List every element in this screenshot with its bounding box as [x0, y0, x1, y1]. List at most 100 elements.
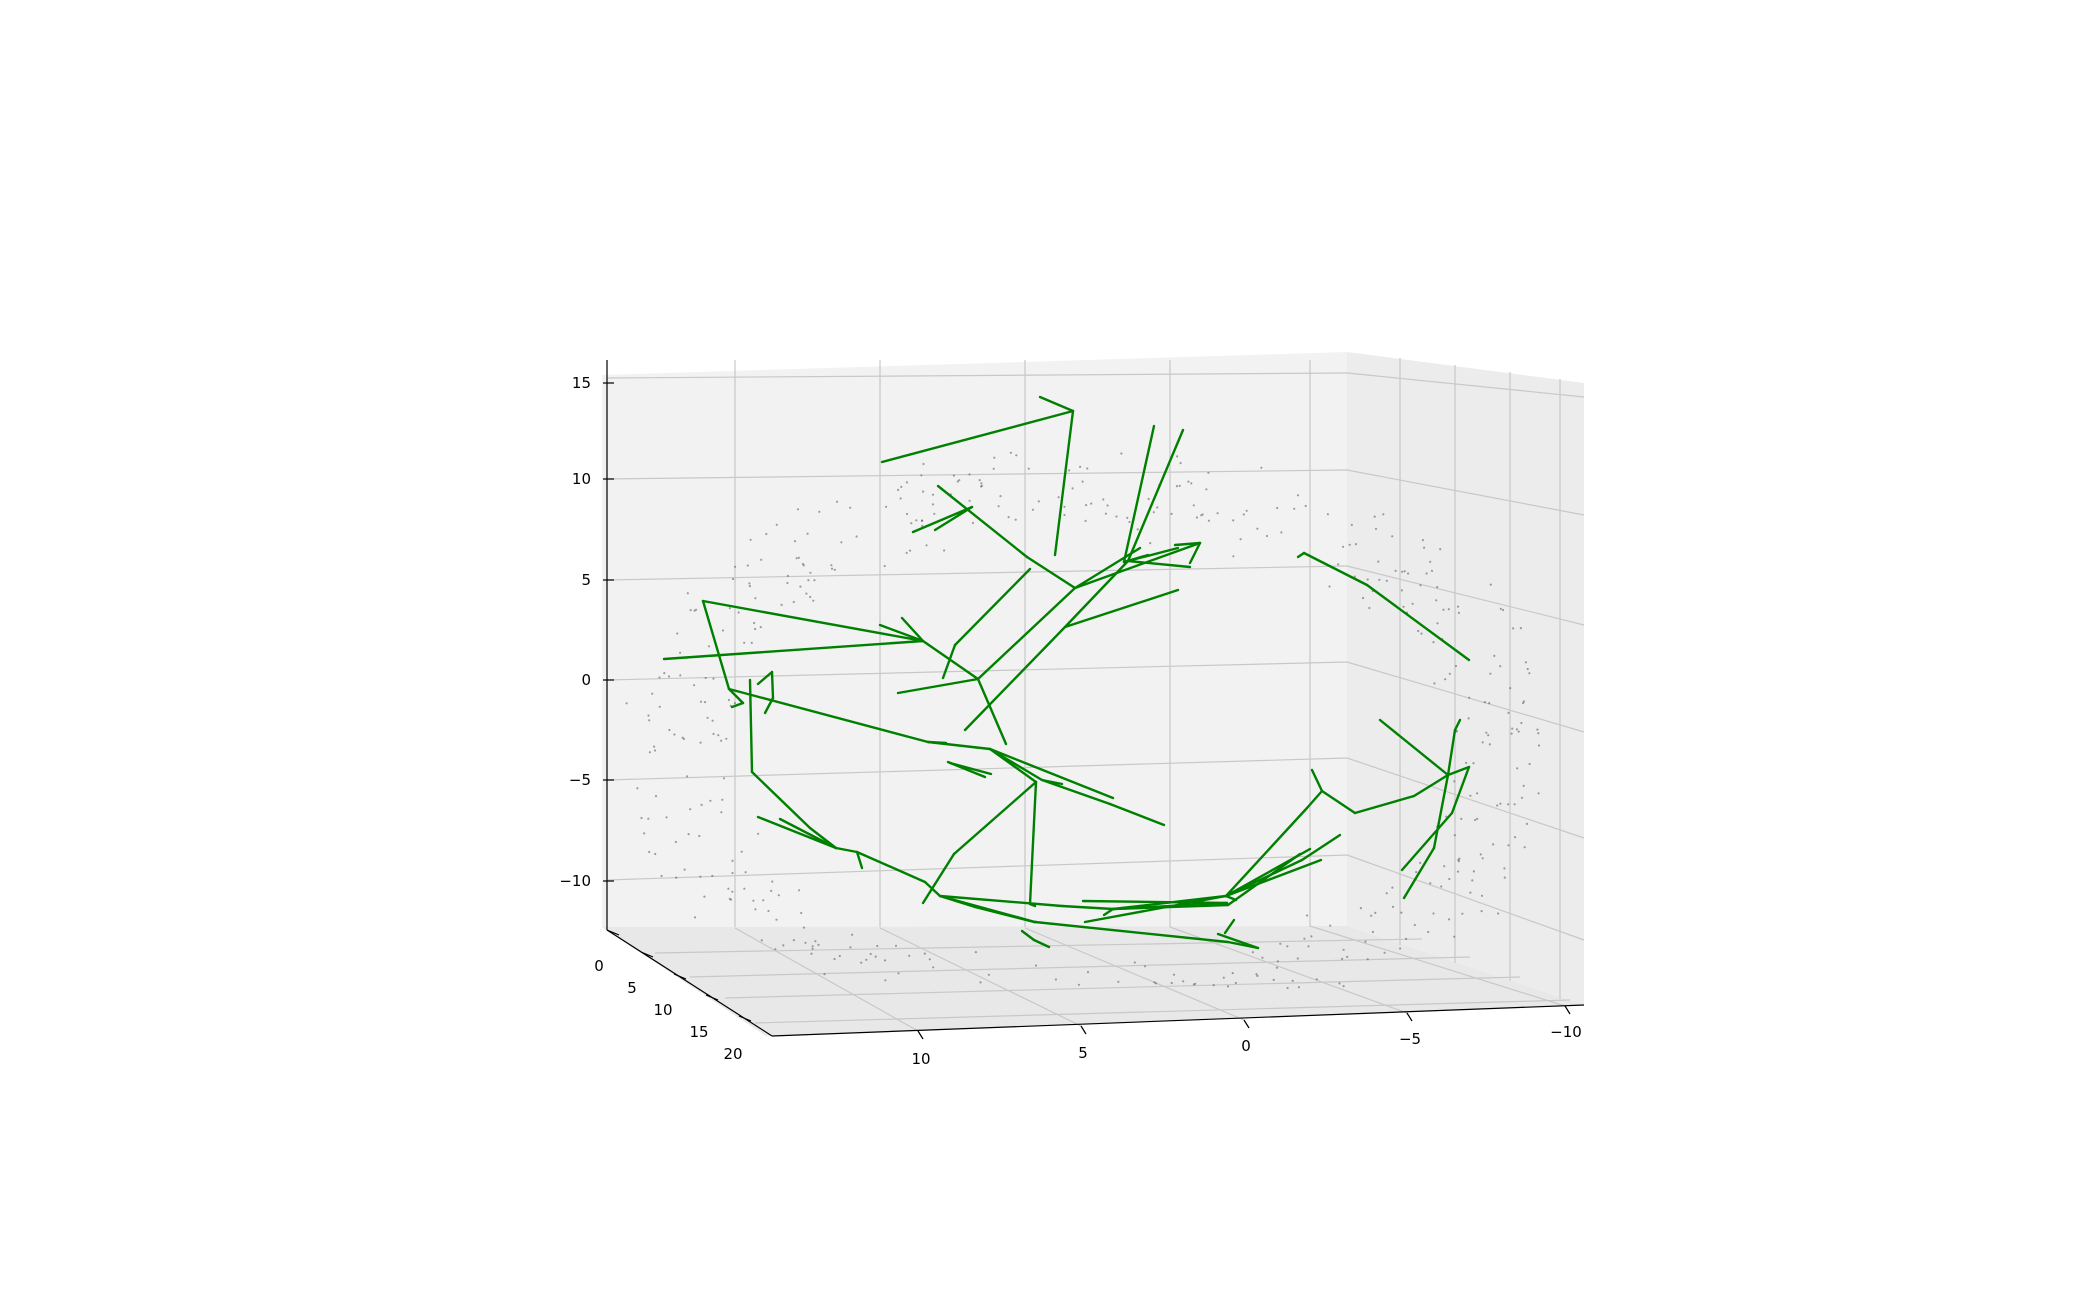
floor-pane	[602, 926, 1584, 1036]
scatter-point	[793, 540, 797, 543]
scatter-point	[830, 564, 833, 567]
scatter-point	[1373, 515, 1376, 518]
scatter-point	[1448, 918, 1451, 921]
scatter-point	[1469, 794, 1472, 797]
scatter-point	[740, 850, 743, 853]
scatter-point	[654, 852, 657, 856]
y-tick-label: 5	[627, 979, 637, 997]
scatter-point	[823, 973, 826, 976]
scatter-point	[956, 480, 959, 483]
scatter-point	[933, 512, 936, 515]
scatter-point	[698, 834, 701, 838]
scatter-point	[1523, 846, 1526, 849]
scatter-point	[1509, 687, 1512, 690]
scatter-point	[1359, 907, 1362, 910]
scatter-point	[883, 564, 886, 568]
scatter-point	[757, 832, 760, 835]
tree-segment	[988, 747, 1038, 784]
scatter-point	[1261, 956, 1264, 959]
scatter-point	[1328, 585, 1331, 588]
scatter-point	[1444, 678, 1447, 681]
scatter-point	[802, 926, 806, 929]
scatter-point	[777, 894, 780, 897]
scatter-point	[1232, 519, 1235, 522]
scatter-point	[648, 850, 651, 854]
scatter-point	[1212, 984, 1215, 987]
scatter-point	[1346, 955, 1349, 959]
tree-segment	[727, 687, 745, 705]
tree-segment	[1025, 555, 1077, 590]
scatter-point	[1031, 508, 1034, 511]
scatter-point	[795, 557, 798, 560]
tree-segment	[1300, 833, 1342, 862]
scatter-point	[1239, 538, 1242, 541]
scatter-point	[1520, 796, 1524, 799]
scatter-point	[748, 585, 752, 588]
scatter-point	[1364, 940, 1367, 943]
scatter-point	[1487, 734, 1490, 737]
scatter-point	[770, 889, 773, 893]
scatter-point	[1106, 504, 1109, 507]
y-tick-mark	[673, 973, 687, 980]
tree-segment	[878, 623, 925, 643]
scatter-point	[1034, 964, 1038, 967]
scatter-point	[729, 898, 733, 901]
scatter-point	[1310, 935, 1313, 938]
tree-segment	[1353, 794, 1416, 815]
scatter-point	[931, 493, 935, 496]
scatter-point	[838, 954, 841, 958]
scatter-point	[1445, 815, 1448, 818]
x-tick-mark	[1243, 1019, 1250, 1029]
scatter-point	[703, 895, 706, 898]
scatter-point	[1522, 701, 1525, 705]
scatter-point	[1242, 513, 1245, 516]
scatter-point	[1037, 500, 1040, 503]
scatter-point	[1468, 696, 1471, 699]
scatter-point	[1429, 560, 1432, 563]
scatter-point	[792, 939, 796, 942]
scatter-point	[1156, 506, 1159, 509]
scatter-point	[658, 705, 661, 708]
scatter-point	[849, 506, 852, 509]
tree-segment	[1302, 551, 1369, 587]
tree-segment	[1053, 409, 1075, 557]
scatter-point	[1117, 980, 1120, 983]
scatter-point	[1149, 542, 1152, 545]
scatter-point	[1405, 937, 1408, 941]
scatter-point	[1102, 498, 1105, 501]
scatter-point	[1007, 516, 1010, 519]
scatter-point	[744, 871, 747, 874]
scatter-point	[1280, 531, 1283, 534]
scatter-point	[906, 512, 909, 516]
x-tick-mark	[1080, 1025, 1087, 1035]
scatter-point	[1286, 986, 1289, 990]
scatter-point	[1511, 727, 1514, 730]
scatter-point	[1493, 654, 1496, 658]
scatter-point	[835, 500, 839, 503]
scatter-point	[1081, 480, 1084, 483]
scatter-point	[1231, 972, 1234, 975]
scatter-point	[683, 868, 686, 871]
scatter-point	[693, 684, 696, 687]
tree-segment	[1224, 858, 1304, 898]
scatter-point	[922, 462, 925, 466]
scatter-point	[1341, 957, 1344, 961]
scatter-point	[699, 741, 702, 744]
scatter-point	[833, 957, 836, 961]
scatter-point	[1443, 865, 1446, 868]
scatter-point	[1485, 731, 1488, 734]
scatter-point	[1063, 505, 1066, 508]
tree-segment	[1102, 907, 1115, 917]
scatter-point	[997, 505, 1000, 508]
scatter-point	[1394, 569, 1397, 573]
tree-segment	[976, 677, 1008, 746]
tree-segment	[1060, 904, 1115, 911]
tree-segment	[1224, 894, 1238, 902]
scatter-point	[974, 951, 978, 954]
back-pane	[602, 352, 1347, 927]
scatter-point	[1272, 978, 1275, 982]
scatter-point	[1403, 570, 1406, 573]
scatter-point	[1279, 942, 1282, 945]
tree-segment	[1188, 541, 1202, 565]
tree-segment	[1223, 918, 1236, 935]
